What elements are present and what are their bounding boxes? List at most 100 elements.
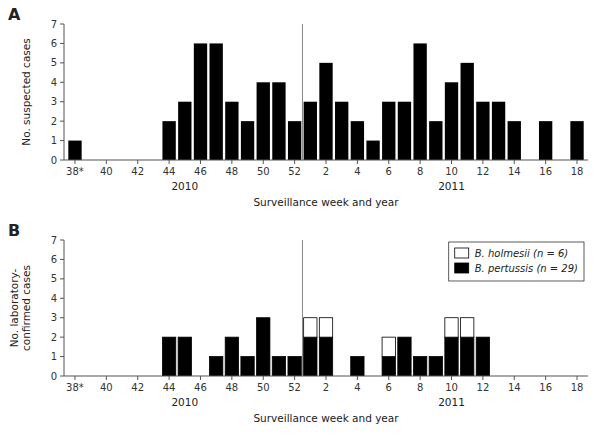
x-tick-label: 8 [417, 382, 423, 393]
bar-segment [178, 337, 191, 376]
x-tick [231, 376, 232, 380]
y-tick-label: 2 [51, 116, 57, 127]
bar-segment [319, 318, 332, 337]
y-tick [60, 317, 64, 318]
x-tick [200, 376, 201, 380]
y-tick [60, 298, 64, 299]
x-axis-label: Surveillance week and year [253, 196, 399, 208]
x-tick-label: 6 [386, 382, 392, 393]
x-tick-label: 2 [323, 166, 329, 177]
bar [194, 43, 207, 160]
y-axis [64, 240, 65, 376]
bar-segment [413, 356, 426, 357]
x-tick [137, 160, 138, 164]
x-tick-label: 50 [257, 166, 270, 177]
x-tick [326, 160, 327, 164]
x-tick-label: 4 [354, 382, 360, 393]
bar [288, 121, 301, 160]
x-tick-label: 42 [131, 382, 144, 393]
y-tick-label: 0 [51, 155, 57, 166]
x-tick [294, 160, 295, 164]
legend-swatch [455, 248, 469, 258]
bar [413, 43, 426, 160]
x-tick-label: 52 [288, 382, 301, 393]
y-tick [60, 82, 64, 83]
bar [178, 102, 191, 160]
bar-segment [241, 356, 254, 357]
bar-segment [288, 357, 301, 376]
y-tick-label: 0 [51, 371, 57, 382]
x-tick-label: 44 [163, 382, 176, 393]
x-tick [388, 160, 389, 164]
bar [445, 82, 458, 160]
bar-segment [210, 356, 223, 357]
bar-segment [162, 337, 175, 376]
y-tick [60, 140, 64, 141]
x-tick [451, 376, 452, 380]
y-axis-label: No. suspected cases [20, 38, 32, 145]
x-tick-label: 12 [477, 382, 490, 393]
x-tick [74, 376, 75, 380]
bar [492, 102, 505, 160]
x-tick [169, 160, 170, 164]
x-tick [545, 376, 546, 380]
x-tick [169, 376, 170, 380]
x-tick [263, 160, 264, 164]
bar-segment [461, 318, 474, 337]
bar-segment [304, 318, 317, 337]
x-tick-label: 38* [66, 166, 84, 177]
x-axis-label: Surveillance week and year [253, 412, 399, 424]
bar-segment [225, 337, 238, 376]
x-tick [545, 160, 546, 164]
y-tick-label: 1 [51, 351, 57, 362]
bar-segment [429, 357, 442, 376]
year-divider [302, 240, 303, 376]
y-tick [60, 259, 64, 260]
y-axis [64, 24, 65, 160]
x-tick [294, 376, 295, 380]
x-tick [577, 160, 578, 164]
bar-segment [257, 318, 270, 376]
x-tick [357, 160, 358, 164]
bar [210, 43, 223, 160]
x-tick-label: 16 [539, 382, 552, 393]
bar-segment [351, 357, 364, 376]
x-tick-label: 16 [539, 166, 552, 177]
bar-segment [429, 356, 442, 357]
x-tick [263, 376, 264, 380]
x-tick-label: 50 [257, 382, 270, 393]
bar-segment [398, 337, 411, 338]
y-tick-label: 4 [51, 77, 57, 88]
x-tick [388, 376, 389, 380]
x-tick-label: 38* [66, 382, 84, 393]
y-tick [60, 24, 64, 25]
bar [570, 121, 583, 160]
year-label: 2010 [171, 396, 198, 408]
bar [351, 121, 364, 160]
bar-segment [225, 337, 238, 338]
x-tick [451, 160, 452, 164]
bar [68, 141, 81, 160]
bar-segment [178, 337, 191, 338]
x-tick-label: 18 [571, 166, 584, 177]
y-tick-label: 2 [51, 332, 57, 343]
bar-segment [476, 337, 489, 338]
bar-segment [272, 357, 285, 376]
x-tick-label: 40 [100, 382, 113, 393]
bar-segment [257, 317, 270, 318]
x-tick-label: 8 [417, 166, 423, 177]
x-tick [482, 376, 483, 380]
x-tick-label: 42 [131, 166, 144, 177]
x-tick [74, 160, 75, 164]
x-tick [231, 160, 232, 164]
y-tick [60, 356, 64, 357]
y-axis-label-line: confirmed cases [20, 265, 32, 351]
bar-segment [445, 318, 458, 337]
bar-segment [304, 337, 317, 376]
x-tick [200, 160, 201, 164]
x-tick-label: 18 [571, 382, 584, 393]
x-tick [514, 376, 515, 380]
x-tick-label: 2 [323, 382, 329, 393]
bar-segment [476, 337, 489, 376]
bar-segment [461, 337, 474, 376]
